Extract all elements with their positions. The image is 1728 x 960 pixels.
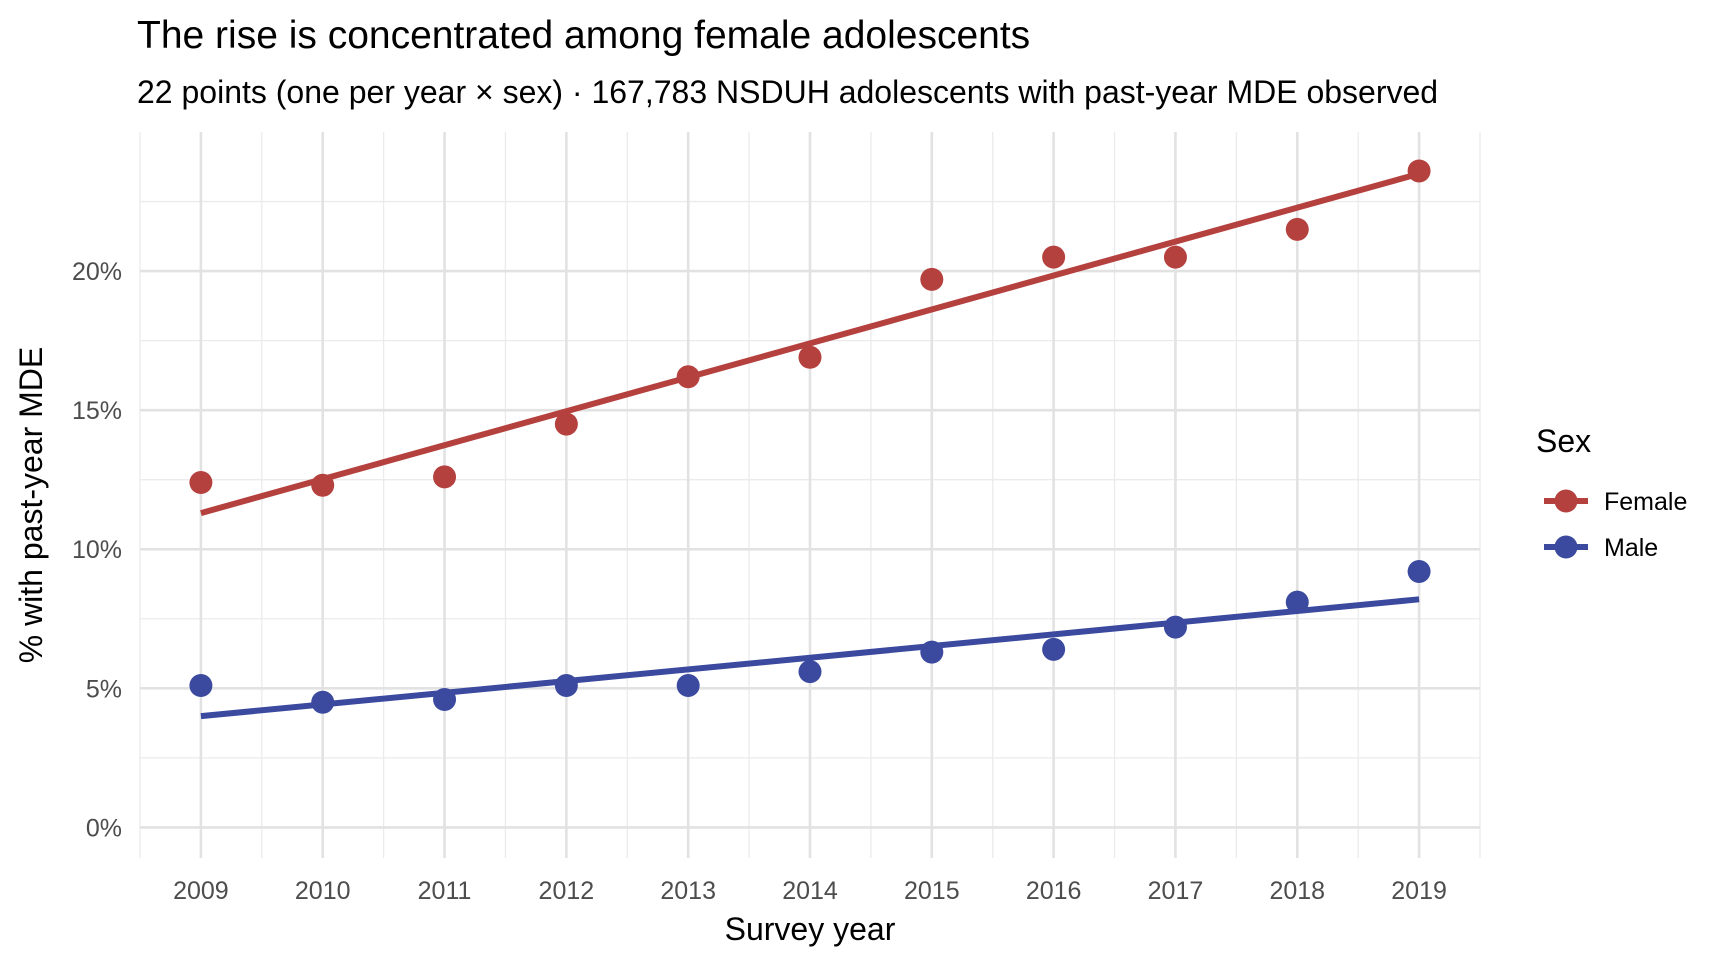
data-point-female	[311, 473, 335, 497]
data-point-male	[798, 660, 822, 684]
x-tick-label: 2011	[418, 877, 472, 905]
x-tick-label: 2018	[1269, 877, 1325, 905]
data-point-female	[1042, 245, 1066, 269]
x-axis-title: Survey year	[725, 911, 896, 947]
data-point-male	[189, 674, 213, 698]
data-point-female	[1407, 159, 1431, 183]
data-point-female	[676, 365, 700, 389]
y-axis-ticks: 0% 5% 10% 15% 20%	[72, 258, 122, 842]
y-tick-label: 15%	[72, 397, 122, 425]
data-point-female	[798, 345, 822, 369]
legend-key-point-female	[1554, 489, 1578, 513]
trend-line-female	[200, 170, 1420, 516]
x-tick-label: 2017	[1148, 877, 1204, 905]
y-tick-label: 20%	[72, 258, 122, 286]
x-tick-label: 2019	[1391, 877, 1447, 905]
x-tick-label: 2012	[539, 877, 595, 905]
chart-subtitle: 22 points (one per year × sex) · 167,783…	[137, 74, 1439, 110]
data-point-female	[1285, 217, 1309, 241]
legend-label-male: Male	[1604, 534, 1658, 562]
data-point-female	[920, 267, 944, 291]
fit-lines	[200, 170, 1420, 720]
data-point-female	[433, 465, 457, 489]
data-point-male	[920, 640, 944, 664]
x-tick-label: 2010	[295, 877, 351, 905]
x-tick-label: 2009	[173, 877, 229, 905]
data-point-male	[1042, 637, 1066, 661]
data-point-male	[1163, 615, 1187, 639]
data-point-female	[1163, 245, 1187, 269]
legend-items: Female Male	[1544, 488, 1687, 562]
y-tick-label: 5%	[86, 675, 122, 703]
data-point-male	[554, 674, 578, 698]
data-point-male	[676, 674, 700, 698]
x-axis-ticks: 2009 2010 2011 2012 2013 2014 2015 2016 2017 2018…	[173, 877, 1447, 905]
chart-title: The rise is concentrated among female ad…	[137, 14, 1031, 57]
data-point-female	[189, 470, 213, 494]
y-tick-label: 10%	[72, 536, 122, 564]
y-axis-title: % with past-year MDE	[13, 347, 49, 664]
data-point-male	[1285, 590, 1309, 614]
data-points	[189, 159, 1431, 714]
data-point-male	[433, 687, 457, 711]
data-point-female	[554, 412, 578, 436]
x-tick-label: 2014	[782, 877, 838, 905]
y-tick-label: 0%	[86, 814, 122, 842]
x-tick-label: 2013	[660, 877, 716, 905]
legend-title: Sex	[1536, 423, 1591, 459]
data-point-male	[311, 690, 335, 714]
trend-line-male	[200, 596, 1420, 720]
x-tick-label: 2016	[1026, 877, 1082, 905]
grid-layer	[139, 132, 1481, 858]
legend-label-female: Female	[1604, 488, 1687, 516]
data-point-male	[1407, 559, 1431, 583]
legend-key-point-male	[1554, 535, 1578, 559]
legend: Sex Female Male	[1536, 423, 1687, 562]
x-tick-label: 2015	[904, 877, 960, 905]
